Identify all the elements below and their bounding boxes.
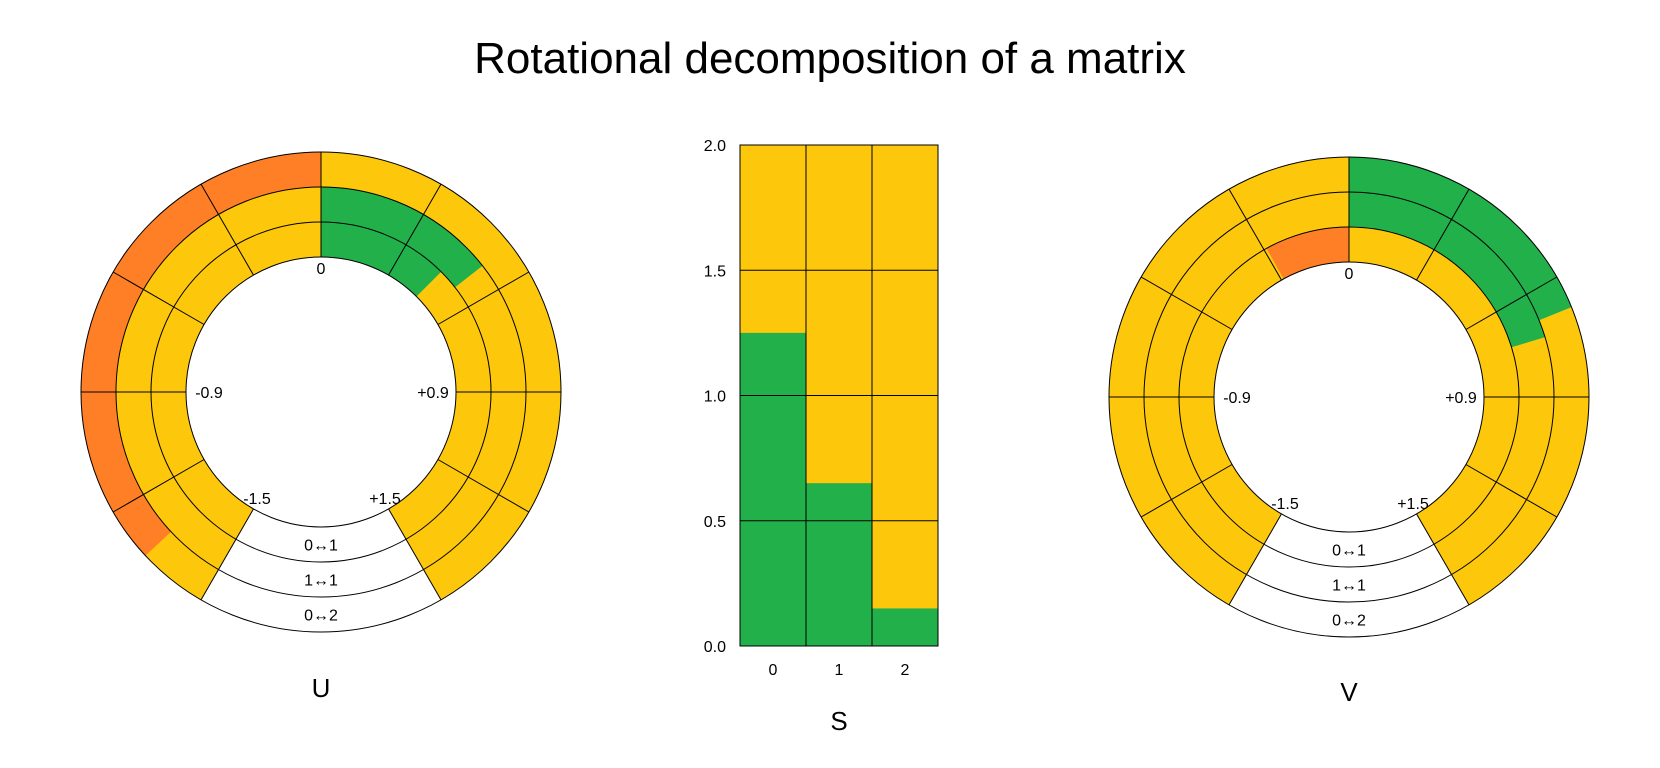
angle-label-pos-end: +1.5: [369, 491, 401, 508]
ring-label: 1↔1: [1332, 578, 1366, 595]
ring-label: 0↔2: [304, 608, 338, 625]
ring-divider: [112, 459, 205, 513]
ring-divider: [1140, 276, 1233, 330]
dial-name-label: U: [312, 673, 331, 703]
ring-outline: [185, 256, 457, 528]
y-tick-label: 2.0: [704, 138, 726, 155]
x-axis-label: S: [830, 706, 847, 736]
angle-label-pos-mid: +0.9: [1445, 390, 1477, 407]
x-tick-label: 1: [835, 662, 844, 679]
dial-u: 0 -0.9 +0.9 -1.5 +1.5 0↔1 1↔1 0↔2 U: [80, 151, 562, 703]
ring-label-band: [1246, 544, 1452, 603]
angle-label-neg-end: -1.5: [243, 491, 271, 508]
x-tick-label: 2: [901, 662, 910, 679]
ring-value-arc: [1349, 157, 1572, 321]
ring-value-arc: [1349, 192, 1546, 348]
y-tick-label: 0.0: [704, 639, 726, 656]
ring-divider: [1416, 188, 1470, 281]
ring-divider: [1465, 276, 1558, 330]
ring-divider: [1140, 464, 1233, 518]
ring-divider: [200, 508, 254, 601]
ring-divider: [1465, 464, 1558, 518]
ring-label-band: [201, 569, 441, 632]
ring-label: 0↔1: [1332, 543, 1366, 560]
chart-title: Rotational decomposition of a matrix: [474, 34, 1186, 83]
y-tick-label: 1.5: [704, 263, 726, 280]
ring-divider: [388, 508, 442, 601]
y-tick-label: 0.5: [704, 514, 726, 531]
ring-divider: [437, 459, 530, 513]
dial-v: 0 -0.9 +0.9 -1.5 +1.5 0↔1 1↔1 0↔2 V: [1108, 156, 1590, 707]
angle-label-pos-mid: +0.9: [417, 385, 449, 402]
dial-name-label: V: [1340, 677, 1358, 707]
plot-border: [739, 144, 939, 647]
ring-value-arc: [80, 152, 321, 556]
x-tick-label: 0: [769, 662, 778, 679]
ring-divider: [1228, 188, 1282, 281]
ring-label-band: [1264, 513, 1434, 567]
bar: [806, 483, 872, 646]
ring-label: 1↔1: [304, 573, 338, 590]
angle-label-zero: 0: [1345, 266, 1354, 283]
bar: [872, 608, 938, 646]
angle-label-zero: 0: [317, 261, 326, 278]
angle-label-neg-end: -1.5: [1271, 496, 1299, 513]
angle-label-neg-mid: -0.9: [195, 385, 223, 402]
ring-label: 0↔2: [1332, 613, 1366, 630]
ring-divider: [437, 271, 530, 325]
ring-divider: [112, 271, 205, 325]
ring-label-band: [218, 539, 424, 597]
ring-divider: [1416, 513, 1470, 606]
ring-value-arc: [321, 222, 442, 297]
y-tick-label: 1.0: [704, 389, 726, 406]
ring-divider: [1228, 513, 1282, 606]
angle-label-pos-end: +1.5: [1397, 496, 1429, 513]
ring-label: 0↔1: [304, 538, 338, 555]
ring-divider: [388, 183, 442, 276]
ring-value-arc: [1266, 227, 1349, 279]
ring-label-band: [1229, 574, 1469, 638]
bar: [740, 332, 806, 646]
angle-label-neg-mid: -0.9: [1223, 390, 1251, 407]
ring-outline: [1213, 261, 1485, 533]
ring-label-band: [236, 508, 406, 562]
bar-chart-s: 0.0 0.5 1.0 1.5 2.0 0 1 2 S: [704, 138, 939, 736]
ring-value-arc: [321, 187, 483, 288]
ring-divider: [200, 183, 254, 276]
